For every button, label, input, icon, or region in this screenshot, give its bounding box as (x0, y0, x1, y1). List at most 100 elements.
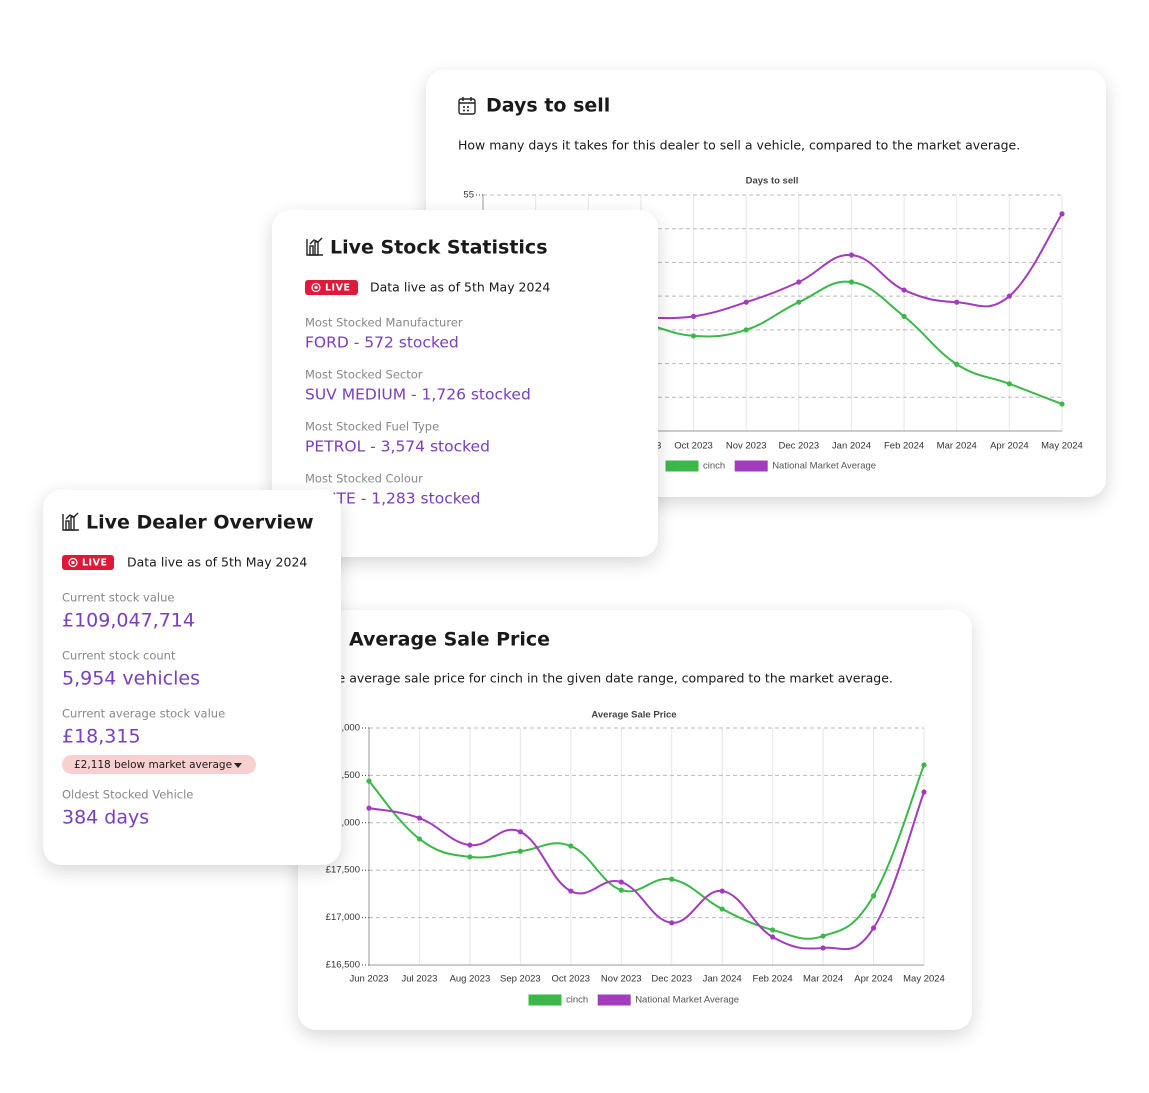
data-point (690, 313, 697, 319)
data-point (618, 887, 624, 893)
data-point (901, 287, 907, 293)
x-tick-label: Feb 2024 (884, 441, 924, 452)
data-point (568, 843, 574, 849)
dealer-content: Live Dealer Overview LIVE Data live as o… (62, 512, 314, 829)
stat-value: WHITE - 1,283 stocked (305, 490, 481, 508)
dealer-card: Live Dealer Overview LIVE Data live as o… (43, 490, 341, 865)
data-point (568, 888, 574, 894)
stat-value: £109,047,714 (62, 610, 195, 632)
data-point (1006, 293, 1012, 299)
data-point (1059, 211, 1065, 217)
x-tick-label: Feb 2024 (753, 974, 793, 985)
stat-label: Oldest Stocked Vehicle (62, 788, 193, 802)
live-icon (311, 282, 321, 293)
x-tick-label: Apr 2024 (990, 441, 1029, 452)
x-tick-label: Mar 2024 (803, 974, 843, 985)
data-point (618, 879, 624, 885)
caret-icon (234, 763, 242, 768)
y-tick-label: £19,000 (326, 723, 360, 734)
asp-card: Average Sale Price The average sale pric… (298, 610, 972, 1030)
stat-value: PETROL - 3,574 stocked (305, 438, 490, 456)
data-point (719, 888, 725, 894)
calendar-icon (458, 97, 476, 115)
chart-title: Average Sale Price (591, 710, 676, 721)
x-tick-label: Oct 2023 (674, 441, 713, 452)
x-tick-label: Dec 2023 (651, 974, 692, 985)
data-point (690, 333, 697, 339)
live-label: LIVE (325, 283, 350, 294)
y-tick-label: £18,500 (326, 770, 360, 781)
data-point (870, 925, 877, 931)
data-point (719, 906, 725, 912)
live-text: Data live as of 5th May 2024 (370, 280, 550, 295)
data-point (1059, 401, 1065, 407)
data-point (954, 361, 960, 367)
comparison-badge (62, 755, 256, 774)
data-point (954, 299, 960, 305)
chart-icon (306, 237, 323, 256)
stat-value: 5,954 vehicles (62, 668, 200, 690)
data-point (517, 848, 523, 854)
data-point (669, 876, 675, 882)
card-description: How many days it takes for this dealer t… (458, 138, 1020, 153)
data-point (848, 252, 855, 258)
stat-value: 384 days (62, 807, 149, 829)
x-tick-label: Oct 2023 (552, 974, 591, 985)
stat-label: Current stock count (62, 649, 176, 663)
y-tick-label: 55 (463, 190, 474, 201)
data-point (366, 805, 372, 811)
data-point (467, 842, 473, 848)
card-description: The average sale price for cinch in the … (321, 671, 893, 686)
live-icon (314, 285, 318, 290)
data-point (770, 927, 776, 933)
data-point (743, 299, 749, 305)
series-line (368, 764, 925, 940)
x-tick-label: Sep 2023 (500, 974, 541, 985)
stat-label: Current average stock value (62, 707, 225, 721)
x-tick-label: Jul 2023 (401, 974, 437, 985)
data-point (796, 279, 802, 285)
stat-value: FORD - 572 stocked (305, 334, 459, 352)
data-point (820, 945, 826, 951)
stat-value: SUV MEDIUM - 1,726 stocked (305, 386, 531, 404)
x-tick-label: Mar 2024 (937, 441, 977, 452)
data-point (796, 299, 802, 305)
x-tick-label: Jan 2024 (703, 974, 742, 985)
y-tick-label: £18,000 (326, 817, 360, 828)
card-heading: Days to sell (486, 95, 610, 117)
y-tick-label: £17,500 (326, 865, 360, 876)
y-tick-label: £16,500 (326, 960, 360, 971)
data-point (517, 829, 523, 835)
x-tick-label: Apr 2024 (854, 974, 893, 985)
stat-label: Most Stocked Colour (305, 472, 423, 486)
data-point (820, 933, 826, 939)
stat-label: Most Stocked Fuel Type (305, 420, 439, 434)
y-tick-label: £17,000 (326, 912, 360, 923)
comparison-text: £2,118 below market average (74, 759, 232, 771)
stat-label: Most Stocked Manufacturer (305, 316, 463, 330)
data-point (416, 836, 423, 842)
data-point (921, 789, 927, 795)
legend-label: cinch (566, 995, 588, 1006)
data-point (669, 920, 675, 926)
chart-icon (62, 512, 79, 531)
data-point (848, 279, 855, 285)
data-point (467, 854, 473, 860)
card-heading: Average Sale Price (349, 629, 550, 651)
x-tick-label: Nov 2023 (601, 974, 642, 985)
x-tick-label: Nov 2023 (726, 441, 767, 452)
data-point (743, 327, 749, 333)
asp-chart: Average Sale Price The average sale pric… (321, 629, 945, 1006)
stat-label: Most Stocked Sector (305, 368, 423, 382)
data-point (416, 815, 423, 821)
data-point (921, 762, 927, 768)
x-tick-label: May 2024 (903, 974, 945, 985)
x-tick-label: Jun 2023 (349, 974, 388, 985)
x-tick-label: Jan 2024 (832, 441, 871, 452)
legend-swatch (734, 460, 768, 472)
legend-label: cinch (703, 461, 725, 472)
card-heading: Live Stock Statistics (330, 237, 548, 259)
data-point (901, 313, 907, 319)
chart-title: Days to sell (746, 176, 799, 187)
live-text: Data live as of 5th May 2024 (127, 555, 307, 570)
